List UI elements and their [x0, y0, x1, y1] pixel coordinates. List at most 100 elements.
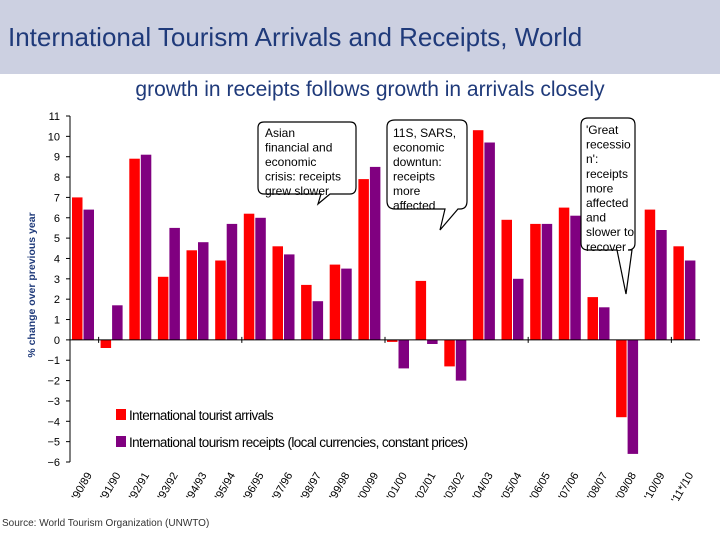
- legend-receipts-label: International tourism receipts (local cu…: [129, 435, 468, 450]
- y-tick-label: −4: [47, 416, 60, 428]
- y-axis-label: % change over previous year: [26, 212, 38, 357]
- title-band: [0, 0, 720, 74]
- bar-arrivals: [186, 250, 197, 340]
- x-tick-label: '91/90: [98, 471, 123, 503]
- bar-arrivals: [415, 280, 427, 340]
- y-tick-label: 8: [54, 172, 60, 184]
- x-tick-label: '90/89: [70, 471, 95, 503]
- bar-receipts: [513, 278, 524, 340]
- bars: [72, 130, 696, 454]
- annotation-line: and: [586, 211, 606, 225]
- annotation-line: recover: [586, 240, 626, 254]
- x-tick-label: '08/07: [585, 471, 610, 503]
- bar-receipts: [169, 227, 180, 340]
- bar-arrivals: [358, 179, 369, 340]
- y-tick-label: 1: [54, 315, 60, 327]
- x-tick-label: '09/08: [614, 471, 639, 503]
- bar-receipts: [369, 166, 381, 340]
- y-tick-label: 7: [54, 192, 60, 204]
- x-tick-label: '95/94: [213, 471, 238, 503]
- bar-arrivals: [215, 260, 226, 340]
- y-tick-label: 0: [54, 335, 60, 347]
- annotation-line: receipts: [393, 170, 435, 184]
- bar-receipts: [599, 307, 610, 340]
- annotation-line: affected: [393, 199, 435, 213]
- bar-receipts: [398, 339, 409, 369]
- x-tick-label: '06/05: [528, 471, 553, 503]
- bar-receipts: [312, 301, 324, 340]
- bar-arrivals: [616, 339, 627, 418]
- annotation-line: more: [393, 184, 421, 198]
- bar-arrivals: [100, 339, 112, 348]
- bar-receipts: [140, 154, 152, 340]
- bar-arrivals: [301, 284, 312, 340]
- y-tick-label: 10: [48, 131, 60, 143]
- legend-box: [86, 401, 507, 458]
- y-tick-label: 6: [54, 213, 60, 225]
- y-tick-label: 9: [54, 152, 60, 164]
- bar-arrivals: [157, 276, 169, 340]
- bar-arrivals: [444, 339, 455, 367]
- annotation-line: 'Great: [586, 123, 619, 137]
- annotation-line: affected: [586, 196, 628, 210]
- annotation-line: n':: [586, 152, 598, 166]
- x-tick-label: '98/97: [299, 471, 324, 503]
- legend-arrivals-label: International tourist arrivals: [129, 408, 274, 423]
- annotation-line: economic: [265, 155, 316, 169]
- bar-receipts: [255, 217, 266, 340]
- y-tick-label: 5: [54, 233, 60, 245]
- bar-arrivals: [329, 264, 341, 340]
- y-axis: −6 −5 −4 −3 −2 −1 0 1 2 3 4 5 6 7 8 9 10 11: [47, 111, 71, 469]
- annotation-line: grew slower: [265, 184, 329, 198]
- y-tick-label: −3: [47, 396, 60, 408]
- x-tick-label: '10/09: [642, 471, 667, 503]
- annotation-line: economic: [393, 141, 444, 155]
- x-tick-label: '97/96: [270, 471, 295, 503]
- y-tick-label: 11: [49, 111, 60, 123]
- annotation-line: 11S, SARS,: [393, 126, 456, 140]
- x-tick-label: '11*/10: [669, 471, 696, 506]
- annotation-line: more: [586, 181, 614, 195]
- annotation-11s-callout: [386, 119, 468, 231]
- x-tick-label: '01/00: [385, 471, 410, 503]
- y-tick-label: 2: [54, 294, 60, 306]
- bar-receipts: [226, 223, 238, 340]
- annotation-line: Asian: [265, 126, 295, 140]
- x-tick-label: '03/02: [442, 471, 467, 503]
- y-tick-label: −1: [47, 355, 60, 367]
- x-tick-label: '04/03: [471, 471, 496, 503]
- bar-receipts: [627, 339, 639, 454]
- y-tick-label: −2: [47, 376, 60, 388]
- bar-arrivals: [558, 207, 570, 340]
- x-tick-label: '96/95: [241, 471, 266, 503]
- y-tick-label: −5: [47, 437, 60, 449]
- x-tick-label: '02/01: [413, 471, 438, 503]
- x-tick-label: '07/06: [556, 471, 581, 503]
- bar-arrivals: [501, 219, 512, 340]
- annotation-line: financial and: [265, 141, 332, 155]
- annotation-11s-text: 11S, SARS,economicdowntun:receiptsmoreaf…: [393, 126, 456, 213]
- legend-arrivals-swatch: [116, 409, 126, 420]
- bar-receipts: [112, 305, 123, 340]
- annotation-line: recessio: [586, 138, 631, 152]
- bar-arrivals: [472, 130, 484, 340]
- bar-receipts: [541, 223, 553, 340]
- y-tick-label: 4: [54, 253, 60, 265]
- bar-arrivals: [530, 223, 541, 340]
- page-title: International Tourism Arrivals and Recei…: [8, 22, 583, 52]
- annotation-line: receipts: [586, 167, 628, 181]
- bar-arrivals: [243, 213, 255, 340]
- bar-arrivals: [644, 209, 656, 340]
- y-tick-label: −6: [47, 457, 60, 469]
- x-tick-label: '93/92: [156, 471, 181, 503]
- bar-receipts: [341, 268, 352, 340]
- legend-receipts-swatch: [116, 436, 126, 447]
- x-tick-label: '92/91: [127, 471, 152, 503]
- bar-receipts: [455, 339, 467, 381]
- bar-arrivals: [587, 297, 598, 340]
- x-tick-label: '99/98: [327, 471, 352, 503]
- annotation-great-recession-callout: [580, 117, 636, 295]
- annotation-11s: 11S, SARS,economicdowntun:receiptsmoreaf…: [386, 119, 468, 231]
